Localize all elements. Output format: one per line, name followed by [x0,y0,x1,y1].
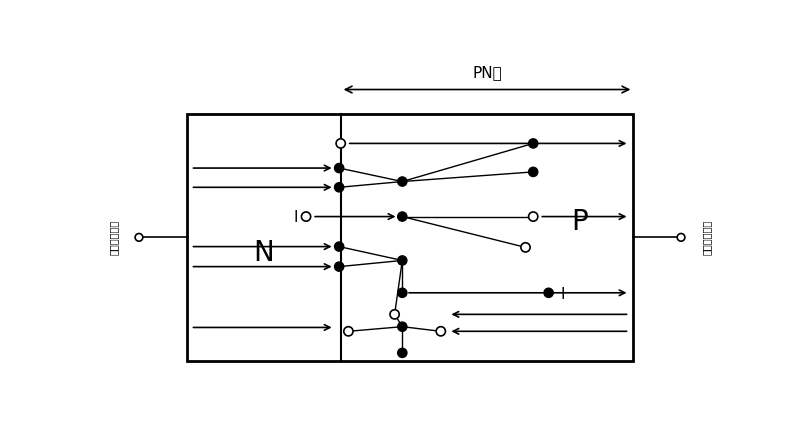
Circle shape [390,310,399,319]
Text: P: P [571,208,588,236]
Text: 掺杂电源正极: 掺杂电源正极 [109,220,118,255]
Text: I: I [294,210,298,225]
Circle shape [529,139,538,148]
Text: PN结: PN结 [472,65,502,80]
Circle shape [398,322,407,331]
Circle shape [334,163,344,173]
Circle shape [398,177,407,186]
Text: 掺杂电源负极: 掺杂电源负极 [702,220,711,255]
Circle shape [135,233,143,241]
Circle shape [544,288,554,297]
Circle shape [529,212,538,221]
Circle shape [344,327,353,336]
Text: I: I [560,287,565,302]
Text: N: N [254,239,274,267]
Circle shape [302,212,310,221]
Circle shape [334,242,344,251]
Circle shape [398,348,407,357]
Circle shape [334,183,344,192]
Circle shape [677,233,685,241]
Circle shape [398,288,407,297]
Circle shape [436,327,446,336]
Circle shape [398,212,407,221]
Circle shape [529,167,538,177]
Circle shape [398,256,407,265]
Circle shape [336,139,346,148]
Circle shape [521,243,530,252]
Circle shape [334,262,344,271]
